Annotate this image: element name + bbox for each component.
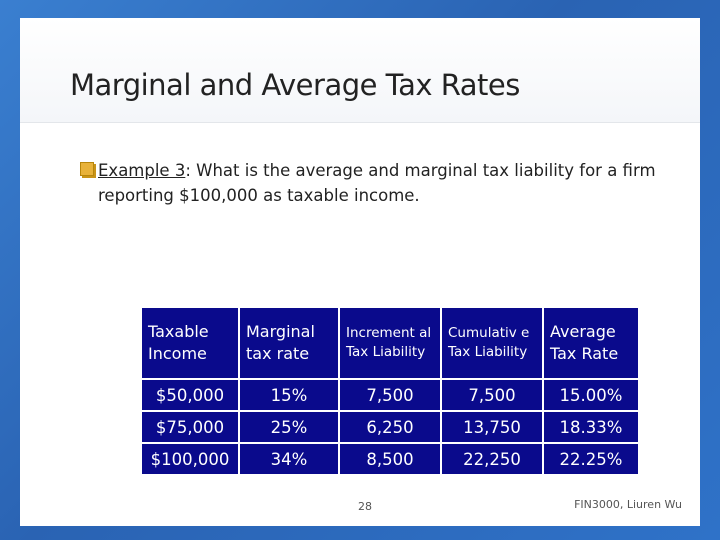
cell-income: $75,000 xyxy=(142,412,238,442)
header-incremental-tax-liability: Increment al Tax Liability xyxy=(340,308,440,378)
slide-title: Marginal and Average Tax Rates xyxy=(70,68,520,102)
table-row: $50,000 15% 7,500 7,500 15.00% xyxy=(142,380,638,410)
table-row: $100,000 34% 8,500 22,250 22.25% xyxy=(142,444,638,474)
table-row: $75,000 25% 6,250 13,750 18.33% xyxy=(142,412,638,442)
page-number: 28 xyxy=(358,500,372,513)
cell-income: $100,000 xyxy=(142,444,238,474)
cell-marginal-rate: 34% xyxy=(240,444,338,474)
bullet-text: : What is the average and marginal tax l… xyxy=(98,161,656,205)
footer-text: FIN3000, Liuren Wu xyxy=(574,498,682,511)
header-average-tax-rate: Average Tax Rate xyxy=(544,308,638,378)
cell-cumulative: 7,500 xyxy=(442,380,542,410)
cell-average-rate: 18.33% xyxy=(544,412,638,442)
cell-marginal-rate: 25% xyxy=(240,412,338,442)
cell-incremental: 7,500 xyxy=(340,380,440,410)
cell-cumulative: 13,750 xyxy=(442,412,542,442)
cell-average-rate: 15.00% xyxy=(544,380,638,410)
example-link[interactable]: Example 3 xyxy=(98,161,186,180)
header-taxable-income: Taxable Income xyxy=(142,308,238,378)
cell-cumulative: 22,250 xyxy=(442,444,542,474)
tax-table: Taxable Income Marginal tax rate Increme… xyxy=(140,306,640,476)
bullet-item: Example 3: What is the average and margi… xyxy=(80,158,680,208)
slide: Marginal and Average Tax Rates Example 3… xyxy=(20,18,700,526)
cell-marginal-rate: 15% xyxy=(240,380,338,410)
cell-average-rate: 22.25% xyxy=(544,444,638,474)
table-header-row: Taxable Income Marginal tax rate Increme… xyxy=(142,308,638,378)
cell-incremental: 6,250 xyxy=(340,412,440,442)
cell-incremental: 8,500 xyxy=(340,444,440,474)
title-band: Marginal and Average Tax Rates xyxy=(20,18,700,123)
header-marginal-tax-rate: Marginal tax rate xyxy=(240,308,338,378)
cell-income: $50,000 xyxy=(142,380,238,410)
header-cumulative-tax-liability: Cumulativ e Tax Liability xyxy=(442,308,542,378)
checkbox-bullet-icon xyxy=(80,162,94,176)
